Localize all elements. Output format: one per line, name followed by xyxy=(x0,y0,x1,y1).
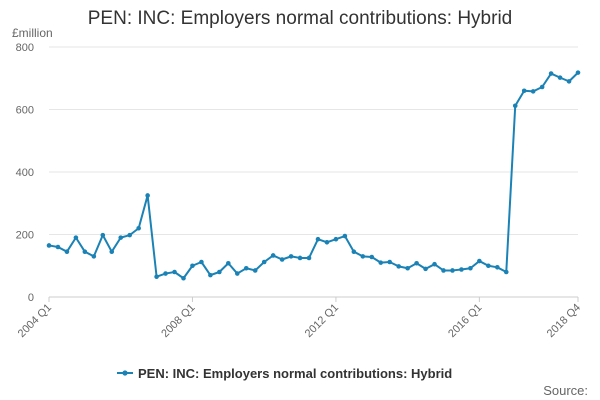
x-axis: 2004 Q1 2008 Q1 2012 Q1 2016 Q1 2018 Q4 xyxy=(16,296,583,340)
data-point[interactable] xyxy=(73,235,79,240)
data-point[interactable] xyxy=(190,263,195,269)
data-point[interactable] xyxy=(333,236,339,242)
data-point[interactable] xyxy=(91,254,97,259)
data-point[interactable] xyxy=(423,266,428,272)
data-point[interactable] xyxy=(172,269,177,275)
data-point[interactable] xyxy=(217,269,222,275)
y-axis-unit-label: £million xyxy=(12,26,53,40)
data-point[interactable] xyxy=(432,261,437,267)
data-point[interactable] xyxy=(279,257,285,262)
data-point[interactable] xyxy=(154,274,159,279)
data-point[interactable] xyxy=(252,268,258,273)
data-point[interactable] xyxy=(459,267,464,272)
data-point[interactable] xyxy=(530,89,536,94)
data-point[interactable] xyxy=(261,259,267,265)
data-point[interactable] xyxy=(208,272,213,278)
data-point[interactable] xyxy=(270,253,276,258)
data-point[interactable] xyxy=(405,265,410,271)
data-point[interactable] xyxy=(163,271,168,276)
data-point[interactable] xyxy=(297,255,303,261)
data-point[interactable] xyxy=(477,258,482,264)
data-point[interactable] xyxy=(306,255,312,261)
data-point[interactable] xyxy=(100,232,106,238)
x-tick-label: 2018 Q4 xyxy=(545,302,583,340)
y-tick-label: 200 xyxy=(16,230,34,242)
data-point[interactable] xyxy=(64,249,70,254)
data-point[interactable] xyxy=(566,79,572,84)
data-point[interactable] xyxy=(315,236,321,242)
x-tick-label: 2012 Q1 xyxy=(303,302,341,340)
data-point[interactable] xyxy=(199,259,204,265)
legend[interactable]: PEN: INC: Employers normal contributions… xyxy=(117,366,452,381)
data-point[interactable] xyxy=(109,249,115,254)
data-point[interactable] xyxy=(145,193,150,198)
gridlines xyxy=(49,46,578,235)
y-tick-label: 400 xyxy=(16,167,34,179)
data-point[interactable] xyxy=(575,70,581,75)
data-point[interactable] xyxy=(441,268,446,273)
data-point[interactable] xyxy=(118,235,124,240)
data-point[interactable] xyxy=(46,243,52,248)
data-point[interactable] xyxy=(82,249,88,254)
data-point[interactable] xyxy=(512,103,518,109)
data-point[interactable] xyxy=(369,254,375,260)
data-point[interactable] xyxy=(324,240,330,245)
data-point[interactable] xyxy=(468,265,473,271)
data-point[interactable] xyxy=(396,264,401,269)
data-point[interactable] xyxy=(414,260,419,266)
data-point[interactable] xyxy=(234,271,240,276)
data-point[interactable] xyxy=(136,225,141,231)
data-point[interactable] xyxy=(342,233,348,239)
data-point[interactable] xyxy=(503,269,509,275)
data-point[interactable] xyxy=(387,259,393,265)
data-point[interactable] xyxy=(539,84,545,90)
data-point[interactable] xyxy=(243,265,249,271)
data-point[interactable] xyxy=(226,260,231,266)
y-tick-label: 0 xyxy=(28,292,34,304)
data-point[interactable] xyxy=(360,254,366,259)
data-point[interactable] xyxy=(351,249,357,254)
data-point[interactable] xyxy=(557,75,563,80)
chart-title: PEN: INC: Employers normal contributions… xyxy=(88,8,512,29)
data-point[interactable] xyxy=(127,232,132,238)
source-label: Source: xyxy=(543,383,588,398)
data-point[interactable] xyxy=(181,275,186,281)
x-tick-label: 2008 Q1 xyxy=(159,302,197,340)
data-point[interactable] xyxy=(288,254,294,259)
data-point[interactable] xyxy=(548,71,554,76)
legend-marker xyxy=(122,370,128,376)
legend-series-label: PEN: INC: Employers normal contributions… xyxy=(138,366,452,381)
y-axis-ticks: 0 200 400 600 800 xyxy=(16,42,34,304)
data-point[interactable] xyxy=(378,260,384,265)
data-point[interactable] xyxy=(521,88,527,94)
data-point[interactable] xyxy=(486,263,491,269)
y-tick-label: 800 xyxy=(16,42,34,54)
data-point[interactable] xyxy=(495,265,500,270)
y-tick-label: 600 xyxy=(16,105,34,117)
x-tick-label: 2016 Q1 xyxy=(446,302,484,340)
series-layer xyxy=(46,70,581,281)
x-tick-label: 2004 Q1 xyxy=(16,302,54,340)
data-point[interactable] xyxy=(55,244,61,250)
series-line xyxy=(48,71,579,280)
data-point[interactable] xyxy=(450,268,455,273)
